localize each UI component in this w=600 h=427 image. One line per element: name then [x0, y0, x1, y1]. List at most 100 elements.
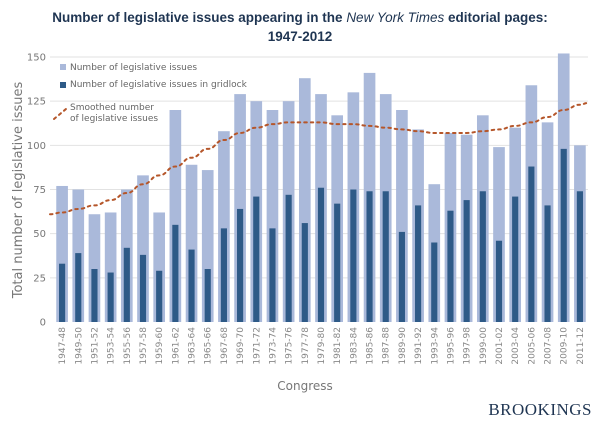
x-tick-label: 2005-06 — [527, 327, 537, 365]
legend-swatch-gridlock — [60, 82, 66, 88]
bar-total — [266, 110, 279, 322]
bar-total — [396, 110, 408, 322]
y-tick-label: 150 — [27, 53, 46, 64]
bar-gridlock — [156, 270, 163, 322]
x-axis-ticks: 1947-48 1949-50 1951-52 1953-54 1955-56 1957-… — [58, 327, 586, 365]
x-tick-label: 1999-00 — [479, 327, 489, 365]
title-part2: editorial pages: — [444, 10, 548, 25]
bar-gridlock — [560, 148, 567, 322]
bar-gridlock — [544, 205, 551, 322]
title-line2: 1947-2012 — [267, 29, 333, 44]
bar-gridlock — [253, 196, 260, 322]
bar-total — [234, 94, 246, 322]
x-tick-label: 1947-48 — [58, 327, 68, 365]
bar-gridlock — [334, 203, 341, 322]
legend-label-gridlock: Number of legislative issues in gridlock — [70, 80, 248, 90]
bar-total — [493, 147, 505, 322]
bar-gridlock — [139, 254, 147, 322]
x-tick-label: 1959-60 — [155, 327, 165, 365]
y-tick-label: 125 — [27, 97, 46, 108]
x-tick-label: 1977-78 — [301, 327, 311, 365]
legend: Number of legislative issues Number of le… — [53, 63, 248, 124]
bar-gridlock — [285, 194, 292, 322]
y-tick-label: 100 — [27, 141, 46, 152]
x-axis-label: Congress — [277, 379, 333, 393]
bar-gridlock — [479, 191, 486, 322]
x-tick-label: 1949-50 — [74, 327, 84, 365]
bar-total — [218, 131, 230, 322]
bar-gridlock — [576, 191, 583, 322]
legend-label-smoothed: Smoothed number — [70, 103, 154, 113]
x-tick-label: 2003-04 — [511, 327, 521, 365]
y-tick-label: 75 — [33, 185, 46, 196]
x-tick-label: 2007-08 — [544, 327, 554, 365]
smoothed-line-path — [49, 101, 589, 216]
x-tick-label: 1993-94 — [430, 327, 440, 365]
x-tick-label: 1951-52 — [90, 327, 100, 365]
x-tick-label: 1979-80 — [317, 327, 327, 365]
y-tick-label: 25 — [33, 273, 46, 284]
bar-gridlock — [382, 191, 389, 322]
legend-label-smoothed-line2: of legislative issues — [70, 114, 158, 124]
x-tick-label: 1957-58 — [139, 327, 149, 365]
x-tick-label: 1955-56 — [123, 327, 133, 365]
bar-gridlock — [366, 191, 373, 322]
bar-gridlock — [188, 249, 195, 322]
title-part1: Number of legislative issues appearing i… — [52, 10, 347, 25]
x-tick-label: 1971-72 — [252, 327, 262, 365]
bar-gridlock — [512, 196, 519, 322]
bar-gridlock — [123, 247, 130, 322]
y-tick-label: 50 — [33, 229, 46, 240]
y-axis-label: Total number of legislative issues — [11, 82, 26, 300]
bar-gridlock — [220, 228, 227, 322]
bar-total — [104, 212, 117, 322]
x-tick-label: 1985-86 — [366, 327, 376, 365]
chart-title: Number of legislative issues appearing i… — [0, 8, 600, 46]
x-tick-label: 1981-82 — [333, 327, 343, 365]
x-tick-label: 1953-54 — [107, 327, 117, 365]
legend-swatch-total — [60, 64, 66, 70]
bar-gridlock — [447, 210, 454, 322]
bar-total — [201, 170, 214, 322]
x-tick-label: 1989-90 — [398, 327, 408, 365]
bar-gridlock — [75, 253, 82, 322]
bar-gridlock — [59, 263, 66, 322]
legend-swatch-smoothed — [53, 108, 67, 120]
bar-gridlock — [91, 269, 98, 322]
bar-gridlock — [172, 224, 179, 322]
x-tick-label: 1973-74 — [268, 327, 278, 365]
bar-gridlock — [237, 208, 244, 322]
bar-gridlock — [398, 231, 405, 322]
y-axis-ticks: 0 25 50 75 100 125 150 — [27, 53, 46, 329]
bar-total — [56, 185, 68, 322]
bars — [56, 53, 586, 323]
bar-gridlock — [415, 205, 422, 322]
x-tick-label: 1991-92 — [414, 327, 424, 365]
bar-total — [298, 78, 311, 322]
x-tick-label: 1967-68 — [220, 327, 230, 365]
smoothed-line — [49, 101, 589, 216]
x-tick-label: 1969-70 — [236, 327, 246, 365]
x-tick-label: 1997-98 — [463, 327, 473, 365]
bar-gridlock — [463, 200, 470, 322]
x-tick-label: 1965-66 — [204, 327, 214, 365]
x-tick-label: 1961-62 — [171, 327, 181, 365]
x-tick-label: 1995-96 — [446, 327, 456, 365]
x-tick-label: 2001-02 — [495, 327, 505, 365]
bar-gridlock — [107, 272, 114, 322]
x-tick-label: 1963-64 — [188, 327, 198, 365]
x-tick-label: 1983-84 — [349, 327, 359, 365]
x-tick-label: 2009-10 — [560, 327, 570, 365]
bar-gridlock — [317, 187, 325, 322]
bar-total — [169, 110, 182, 322]
x-tick-label: 1987-88 — [382, 327, 392, 365]
x-tick-label: 2011-12 — [576, 327, 586, 365]
title-italic: New York Times — [346, 10, 445, 25]
bar-total — [153, 212, 166, 322]
bar-gridlock — [269, 228, 276, 322]
bar-gridlock — [350, 189, 357, 322]
bar-total — [185, 164, 198, 322]
bar-gridlock — [204, 269, 211, 322]
bar-gridlock — [301, 223, 308, 322]
